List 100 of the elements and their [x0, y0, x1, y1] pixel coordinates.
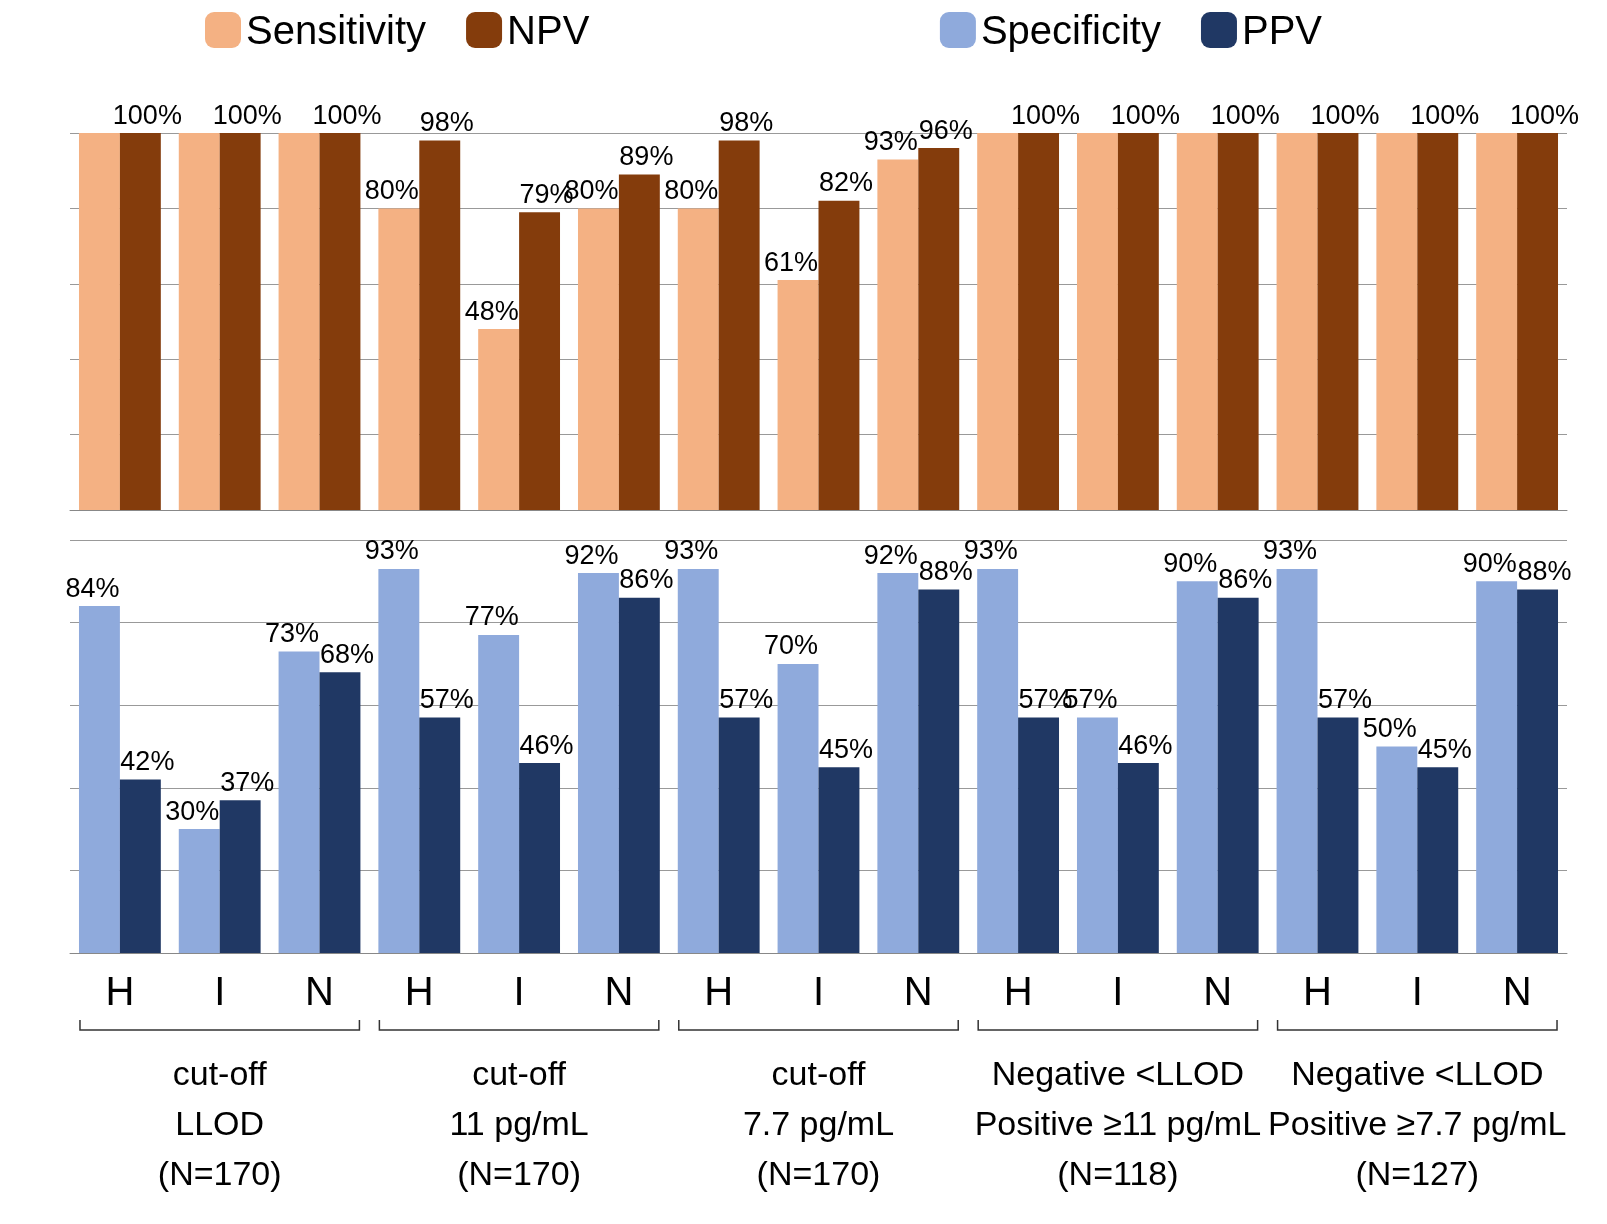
legend-label: PPV [1241, 8, 1323, 52]
data-label: 48% [464, 295, 519, 326]
data-label: 100% [112, 99, 182, 130]
x-tick-label: I [812, 969, 825, 1013]
bar [877, 159, 919, 510]
bar [1417, 767, 1459, 953]
bar [918, 148, 960, 510]
bar [1417, 133, 1459, 510]
data-label: 45% [818, 733, 873, 764]
bar [718, 140, 760, 510]
data-label: 57% [719, 684, 774, 715]
x-tick-label: H [105, 969, 135, 1013]
bar [478, 634, 520, 953]
x-tick-label: N [903, 969, 933, 1013]
bar [818, 200, 860, 510]
bar [219, 800, 261, 953]
data-label: 100% [1310, 99, 1380, 130]
legend-label: NPV [507, 8, 590, 52]
data-label: 46% [1118, 729, 1173, 760]
x-tick-label: I [1411, 969, 1423, 1013]
data-label: 46% [519, 729, 574, 760]
text: Negative <LLOD Positive ≥11 pg/mL (N=118) [974, 1054, 1262, 1192]
data-label: 100% [1110, 99, 1180, 130]
data-label: 80% [364, 174, 419, 205]
bar [1376, 746, 1418, 953]
data-label: 92% [564, 539, 619, 570]
bar [1076, 717, 1118, 953]
bar [618, 174, 660, 510]
bar [178, 133, 220, 510]
bar [877, 573, 919, 953]
data-label: 100% [1410, 99, 1480, 130]
bar [1317, 133, 1359, 510]
data-label: 93% [364, 535, 419, 566]
data-label: 30% [165, 795, 220, 826]
bar [677, 208, 719, 510]
data-label: 88% [1517, 556, 1572, 587]
data-label: 100% [1210, 99, 1280, 130]
data-label: 57% [419, 684, 474, 715]
data-label: 61% [764, 246, 819, 277]
bar [278, 651, 320, 953]
x-tick-label: H [1303, 969, 1332, 1013]
bar [577, 573, 619, 953]
bar [1317, 717, 1359, 953]
data-label: 89% [619, 140, 674, 171]
bar [618, 597, 660, 953]
x-tick-label: I [513, 969, 525, 1013]
data-label: 86% [619, 564, 674, 595]
data-label: 93% [863, 125, 918, 156]
bar [519, 763, 561, 953]
data-label: 90% [1462, 547, 1517, 578]
bar [577, 208, 619, 510]
legend-label: Specificity [980, 8, 1161, 52]
bar [1217, 597, 1259, 953]
bar [1018, 717, 1060, 953]
bar [977, 568, 1019, 953]
bar [1018, 133, 1060, 510]
x-tick-label: H [704, 969, 734, 1013]
x-tick-label: H [404, 969, 434, 1013]
bar [119, 779, 161, 953]
data-label: 82% [818, 167, 873, 198]
bar [677, 568, 719, 953]
bar [219, 133, 261, 510]
bar [319, 672, 361, 953]
text: Negative <LLOD Positive ≥7.7 pg/mL (N=127) [1268, 1054, 1567, 1192]
data-label: 37% [220, 766, 275, 797]
data-label: 93% [1263, 535, 1318, 566]
data-label: 86% [1218, 564, 1273, 595]
data-label: 50% [1362, 713, 1417, 743]
bar [777, 280, 819, 510]
bar [1076, 133, 1118, 510]
bar [1476, 133, 1518, 510]
bar [918, 589, 960, 953]
bar [1176, 581, 1218, 953]
bar [478, 329, 520, 510]
x-tick-label: N [1502, 969, 1532, 1013]
bar [419, 717, 461, 953]
legend-label: Sensitivity [246, 8, 427, 52]
bar [977, 133, 1019, 510]
bar [78, 606, 120, 953]
data-label: 68% [319, 638, 374, 669]
data-label: 57% [1317, 684, 1372, 715]
data-label: 100% [1510, 99, 1580, 130]
data-label: 100% [212, 99, 282, 130]
data-label: 96% [918, 114, 973, 145]
x-tick-label: H [1003, 969, 1033, 1013]
bar [718, 717, 760, 953]
bar [1476, 581, 1518, 953]
bar [1276, 568, 1318, 953]
bar [1176, 133, 1218, 510]
data-label: 90% [1163, 547, 1218, 578]
data-label: 92% [863, 539, 918, 570]
bar [1217, 133, 1259, 510]
bar [378, 568, 420, 953]
bar [378, 208, 420, 510]
data-label: 42% [120, 746, 175, 777]
data-label: 93% [664, 535, 719, 566]
x-tick-label: I [1112, 969, 1124, 1013]
data-label: 84% [65, 572, 120, 603]
bar [78, 133, 120, 510]
bar [278, 133, 320, 510]
